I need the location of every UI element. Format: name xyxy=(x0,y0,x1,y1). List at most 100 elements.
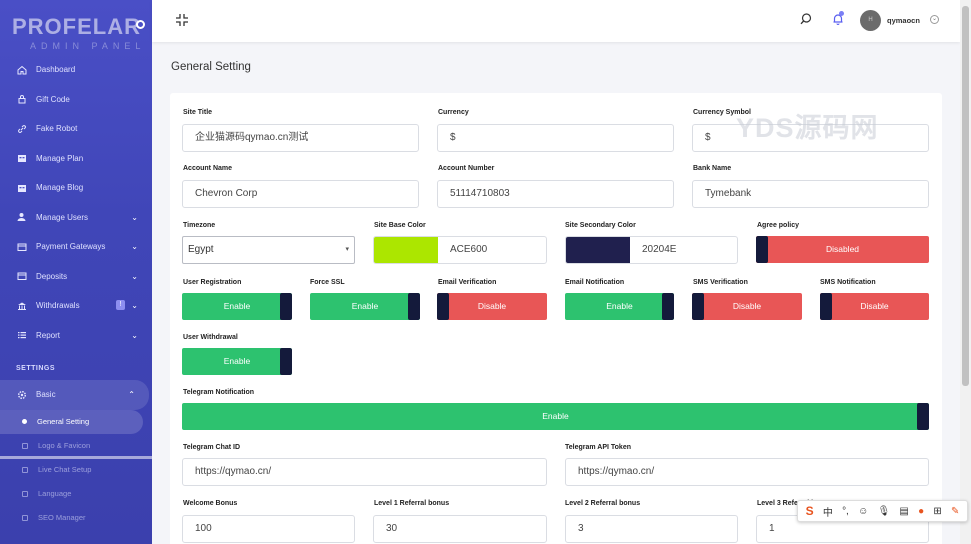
sidebar-subitem-general-setting[interactable]: General Setting xyxy=(0,409,143,434)
sidebar-subitem-live-chat[interactable]: Live Chat Setup xyxy=(0,458,152,482)
level2-referral-label: Level 2 Referral bonus xyxy=(565,500,641,507)
wallet-icon xyxy=(16,271,27,282)
sidebar-item-payment-gateways[interactable]: Payment Gateways ⌄ xyxy=(0,232,152,262)
chevron-down-icon[interactable]: ⌄ xyxy=(930,15,939,24)
skin-icon[interactable]: ● xyxy=(918,505,925,517)
sogou-logo-icon[interactable]: S xyxy=(805,504,814,518)
account-number-input[interactable]: 51114710803 xyxy=(437,180,674,208)
emoji-icon[interactable]: ☺ xyxy=(858,505,869,517)
sidebar-item-deposits[interactable]: Deposits ⌄ xyxy=(0,262,152,292)
secondary-color-picker[interactable]: 20204E xyxy=(565,236,738,264)
user-withdrawal-toggle[interactable]: Enable xyxy=(182,348,292,375)
avatar[interactable]: H xyxy=(860,10,881,31)
currency-symbol-input[interactable]: $ xyxy=(692,124,929,152)
sidebar-item-withdrawals[interactable]: Withdrawals ! ⌄ xyxy=(0,291,152,321)
telegram-notification-toggle[interactable]: Enable xyxy=(182,403,929,430)
sms-notification-label: SMS Notification xyxy=(820,279,876,286)
sidebar-item-basic[interactable]: Basic ⌃ xyxy=(0,380,149,410)
sidebar-subitem-label: SEO Manager xyxy=(38,513,86,522)
currency-input[interactable]: $ xyxy=(437,124,674,152)
chevron-down-icon: ⌄ xyxy=(131,242,138,251)
bank-icon xyxy=(16,182,27,193)
brand-subtitle: ADMIN PANEL xyxy=(30,41,146,51)
site-title-label: Site Title xyxy=(183,109,213,116)
chevron-down-icon: ⌄ xyxy=(131,212,138,222)
sidebar-item-manage-users[interactable]: Manage Users ⌄ xyxy=(0,203,152,233)
base-color-picker[interactable]: ACE600 xyxy=(373,236,547,264)
secondary-color-value[interactable]: 20204E xyxy=(642,244,677,255)
sidebar-subitem-language[interactable]: Language xyxy=(0,482,152,506)
sidebar-subitem-seo-manager[interactable]: SEO Manager xyxy=(0,506,152,530)
user-withdrawal-label: User Withdrawal xyxy=(183,334,238,341)
ime-language-toggle[interactable]: 中 xyxy=(822,507,833,519)
keyboard-icon[interactable]: ▤ xyxy=(899,505,909,517)
telegram-api-token-input[interactable]: https://qymao.cn/ xyxy=(565,458,929,486)
sidebar-item-dashboard[interactable]: Dashboard xyxy=(0,55,152,85)
users-icon xyxy=(16,212,27,223)
site-title-input[interactable]: 企业猫源码qymao.cn测试 xyxy=(182,124,419,152)
sms-verification-toggle[interactable]: Disable xyxy=(692,293,802,320)
punctuation-icon[interactable]: °, xyxy=(842,505,849,517)
sidebar-subitem-logo-favicon[interactable]: Logo & Favicon xyxy=(0,434,152,458)
bullet-icon xyxy=(22,466,28,473)
welcome-bonus-input[interactable]: 100 xyxy=(182,515,355,543)
scrollbar-thumb[interactable] xyxy=(962,6,969,386)
telegram-notification-label: Telegram Notification xyxy=(183,389,255,396)
institution-icon xyxy=(16,300,27,311)
sms-notification-toggle[interactable]: Disable xyxy=(820,293,929,320)
more-icon[interactable]: ✎ xyxy=(950,505,960,517)
timezone-value: Egypt xyxy=(188,244,214,255)
secondary-color-swatch[interactable] xyxy=(566,237,630,263)
currency-symbol-label: Currency Symbol xyxy=(693,109,751,116)
agree-policy-state: Disabled xyxy=(825,244,860,254)
toolbox-icon[interactable]: ⊞ xyxy=(933,505,942,517)
collapse-icon[interactable] xyxy=(175,13,189,27)
toggle-knob xyxy=(662,293,674,320)
search-icon[interactable] xyxy=(799,12,813,26)
link-icon xyxy=(16,123,27,134)
caret-down-icon: ▾ xyxy=(345,246,349,253)
email-notification-toggle[interactable]: Enable xyxy=(565,293,674,320)
email-verification-toggle[interactable]: Disable xyxy=(437,293,547,320)
microphone-icon[interactable]: 🎙 xyxy=(877,505,891,517)
alert-badge: ! xyxy=(116,300,125,310)
telegram-chat-id-input[interactable]: https://qymao.cn/ xyxy=(182,458,547,486)
page-title: General Setting xyxy=(171,61,251,73)
toggle-knob xyxy=(280,293,292,320)
sidebar-item-gift-code[interactable]: Gift Code xyxy=(0,85,152,115)
timezone-select[interactable]: Egypt ▾ xyxy=(182,236,355,264)
bank-icon xyxy=(16,153,27,164)
sidebar-item-report[interactable]: Report ⌄ xyxy=(0,321,152,351)
user-registration-label: User Registration xyxy=(183,279,242,286)
brand-logo[interactable]: PROFELAR xyxy=(12,14,141,39)
force-ssl-toggle[interactable]: Enable xyxy=(310,293,420,320)
bank-name-input[interactable]: Tymebank xyxy=(692,180,929,208)
base-color-swatch[interactable] xyxy=(374,237,438,263)
level1-referral-input[interactable]: 30 xyxy=(373,515,547,543)
account-name-input[interactable]: Chevron Corp xyxy=(182,180,419,208)
page-scrollbar[interactable] xyxy=(960,0,971,544)
sms-verification-label: SMS Verification xyxy=(693,279,748,286)
sidebar-item-label: Basic xyxy=(36,390,56,400)
user-registration-toggle[interactable]: Enable xyxy=(182,293,292,320)
level1-referral-label: Level 1 Referral bonus xyxy=(374,500,450,507)
list-icon xyxy=(16,330,27,341)
email-verification-state: Disable xyxy=(477,301,507,311)
base-color-value[interactable]: ACE600 xyxy=(450,244,488,255)
sidebar-subitem-label: General Setting xyxy=(37,417,90,426)
level2-referral-input[interactable]: 3 xyxy=(565,515,738,543)
topbar: H qymaocn ⌄ xyxy=(152,0,960,42)
sidebar-item-manage-blog[interactable]: Manage Blog xyxy=(0,173,152,203)
agree-policy-label: Agree policy xyxy=(757,222,800,229)
sidebar-scrollbar[interactable] xyxy=(0,456,152,459)
sidebar-item-manage-plan[interactable]: Manage Plan xyxy=(0,144,152,174)
watermark: YDS源码网 xyxy=(736,113,879,143)
chevron-down-icon: ⌄ xyxy=(131,330,138,340)
username[interactable]: qymaocn xyxy=(887,16,920,25)
wallet-icon xyxy=(16,241,27,252)
account-number-label: Account Number xyxy=(438,165,495,172)
notification-dot xyxy=(839,11,844,16)
agree-policy-toggle[interactable]: Disabled xyxy=(756,236,929,263)
sidebar-item-label: Payment Gateways xyxy=(36,242,106,252)
sidebar-item-fake-robot[interactable]: Fake Robot xyxy=(0,114,152,144)
